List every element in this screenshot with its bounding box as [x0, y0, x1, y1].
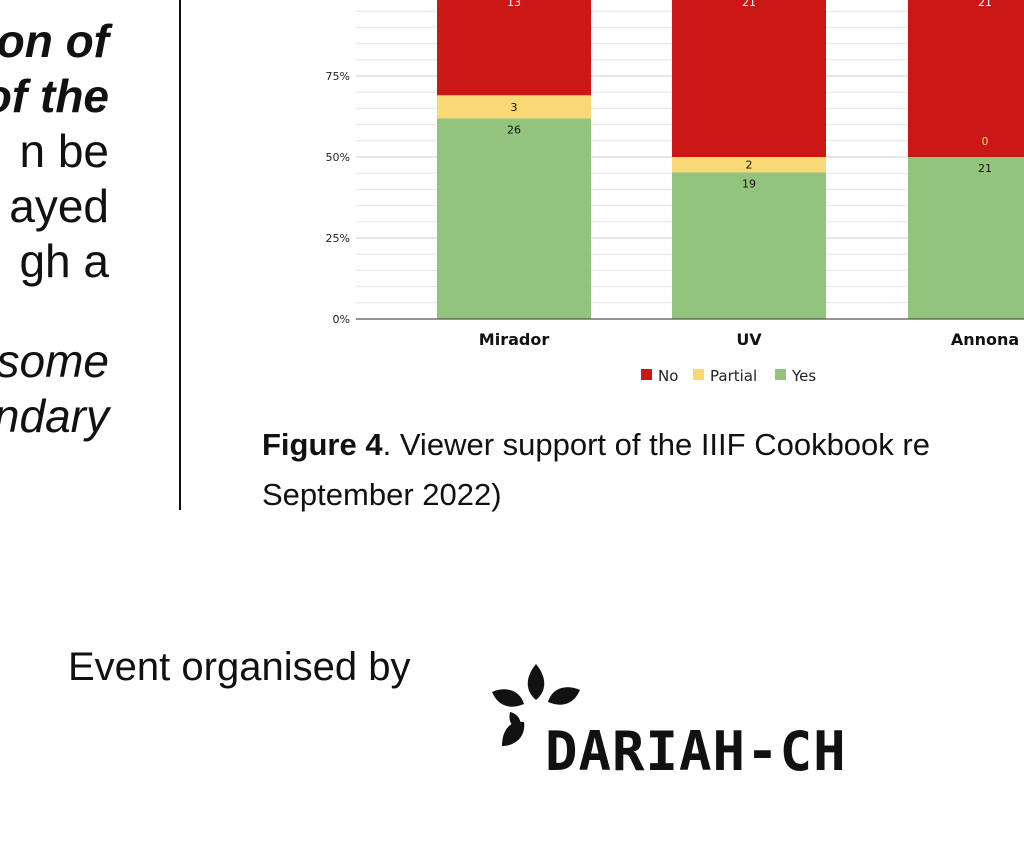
bar-segment-partial	[437, 95, 591, 119]
left-text-line-7: ndary	[0, 390, 109, 442]
left-text-line-4: ayed	[9, 180, 109, 232]
data-label: 19	[742, 177, 756, 190]
data-label: 3	[511, 101, 518, 114]
y-tick-label: 25%	[326, 232, 350, 245]
data-label: 26	[507, 123, 521, 136]
x-tick-label: Annona	[951, 330, 1019, 349]
legend-swatch-partial	[693, 369, 704, 380]
bar-segment-no	[908, 0, 1024, 157]
logo-text: DARIAH-CH	[545, 720, 847, 783]
data-label: 0	[982, 135, 989, 148]
legend-label-yes: Yes	[791, 367, 816, 385]
column-divider	[179, 0, 181, 510]
left-text-line-5: gh a	[19, 235, 109, 287]
y-tick-label: 50%	[326, 151, 350, 164]
caption-text: . Viewer support of the IIIF Cookbook re	[382, 427, 930, 462]
legend-swatch-yes	[775, 369, 786, 380]
bar-segment-no	[437, 0, 591, 96]
legend-label-partial: Partial	[710, 367, 757, 385]
left-text-line-2: of the	[0, 70, 109, 122]
bar-segment-yes	[437, 118, 591, 319]
left-text-line-3: n be	[19, 125, 109, 177]
figure-caption: Figure 4. Viewer support of the IIIF Coo…	[262, 420, 1024, 520]
caption-line-1: Figure 4. Viewer support of the IIIF Coo…	[262, 420, 1024, 470]
bar-segment-no	[672, 0, 826, 157]
data-label: 21	[978, 162, 992, 175]
left-column-text: on of of the n be ayed gh a some ndary	[0, 14, 109, 444]
left-text-line-1: on of	[0, 15, 109, 67]
data-label: 21	[742, 0, 756, 9]
legend-label-no: No	[658, 367, 678, 385]
left-text-line-6: some	[0, 335, 109, 387]
legend-swatch-no	[641, 369, 652, 380]
x-tick-label: Mirador	[479, 330, 550, 349]
y-tick-label: 0%	[333, 313, 350, 326]
y-tick-label: 75%	[326, 70, 350, 83]
organiser-label: Event organised by	[68, 645, 411, 689]
stacked-bar-chart: 0% 25% 50% 75% 26 3 13 Mirador 19 2 21 UV 21 0 21 Annon…	[326, 0, 1024, 385]
data-label: 21	[978, 0, 992, 9]
bar-segment-yes	[908, 157, 1024, 319]
caption-figure-label: Figure 4	[262, 427, 383, 462]
x-tick-label: UV	[736, 330, 762, 349]
caption-line-2: September 2022)	[262, 477, 502, 512]
bar-segment-yes	[672, 172, 826, 319]
data-label: 13	[507, 0, 521, 9]
bar-segment-partial	[672, 157, 826, 173]
dariah-flower-logo	[492, 664, 580, 746]
data-label: 2	[746, 159, 753, 172]
